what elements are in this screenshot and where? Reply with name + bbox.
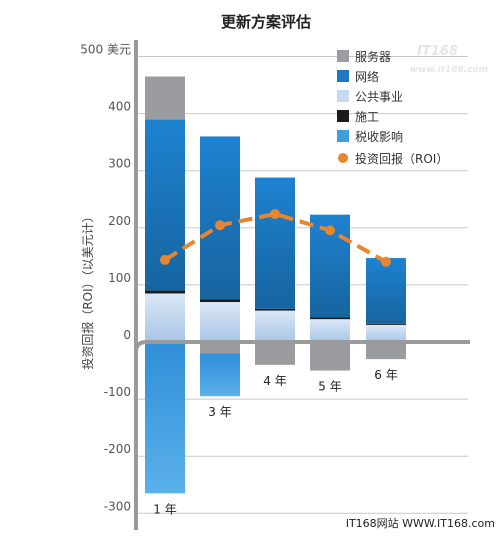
legend-label: 网络 xyxy=(355,69,379,84)
bar-segment xyxy=(145,290,185,294)
roi-line xyxy=(160,208,391,267)
x-tick-label: 3 年 xyxy=(208,405,231,419)
bar-segment xyxy=(366,324,406,342)
legend-label: 投资回报（ROI） xyxy=(355,151,448,166)
bar-segment xyxy=(366,323,406,325)
y-tick-label: -200 xyxy=(104,442,131,456)
x-tick-label: 1 年 xyxy=(153,502,176,516)
bar-segment xyxy=(200,299,240,303)
legend-swatch xyxy=(338,153,348,163)
x-tick-label: 4 年 xyxy=(263,374,286,388)
legend-swatch xyxy=(337,110,349,122)
watermark-logo: IT168 xyxy=(417,44,458,59)
x-tick-label: 5 年 xyxy=(318,380,341,394)
roi-series-line xyxy=(163,211,387,264)
legend-label: 公共事业 xyxy=(355,90,403,104)
roi-point xyxy=(381,256,391,267)
legend-swatch xyxy=(337,130,349,142)
bar-segment xyxy=(366,258,406,324)
x-axis-labels: 1 年 3 年 4 年 5 年 6 年 xyxy=(153,368,397,516)
bar-segment xyxy=(310,319,350,342)
y-axis-label: 投资回报（ROI）（以美元计） xyxy=(80,210,95,369)
bars xyxy=(145,76,406,494)
x-axis-baseline xyxy=(134,340,470,353)
bar-segment xyxy=(200,302,240,342)
bar-segment xyxy=(310,317,350,320)
bar-segment xyxy=(145,342,185,494)
x-tick-label: 6 年 xyxy=(374,368,397,382)
bar-segment xyxy=(200,353,240,397)
bar-segment xyxy=(255,308,295,311)
roi-point xyxy=(215,220,225,231)
legend-label: 税收影响 xyxy=(355,129,403,144)
legend-swatch xyxy=(337,50,349,62)
chart-title: 更新方案评估 xyxy=(221,13,311,31)
y-tick-label: -100 xyxy=(104,385,131,399)
y-tick-label: 200 xyxy=(108,214,131,228)
y-tick-label: 100 xyxy=(108,271,131,285)
bar-segment xyxy=(200,342,240,354)
y-tick-label: 500 美元 xyxy=(80,43,131,57)
y-tick-label: 400 xyxy=(108,100,131,114)
legend-swatch xyxy=(337,90,349,102)
roi-point xyxy=(325,225,335,236)
gridlines xyxy=(136,56,468,514)
watermark-url: www.it168.com xyxy=(410,65,488,75)
roi-point xyxy=(270,208,280,219)
y-tick-label: 300 xyxy=(108,157,131,171)
roi-point xyxy=(160,254,170,265)
bar-segment xyxy=(255,310,295,342)
y-tick-label: -300 xyxy=(104,499,131,513)
legend-label: 服务器 xyxy=(355,49,391,64)
bar-segment xyxy=(145,76,185,120)
source-credit: IT168网站 WWW.IT168.com xyxy=(346,516,495,530)
bar-segment xyxy=(310,342,350,371)
axes xyxy=(134,40,470,530)
bar-segment xyxy=(200,136,240,300)
y-tick-label: 0 xyxy=(123,328,131,342)
legend-swatch xyxy=(337,70,349,82)
bar-segment xyxy=(366,342,406,360)
y-axis-ticks: 500 美元 400 300 200 100 0 -100 -200 -300 xyxy=(80,43,131,514)
legend-label: 施工 xyxy=(355,110,379,124)
bar-segment xyxy=(255,342,295,365)
bar-segment xyxy=(145,293,185,342)
bar-segment xyxy=(255,177,295,309)
